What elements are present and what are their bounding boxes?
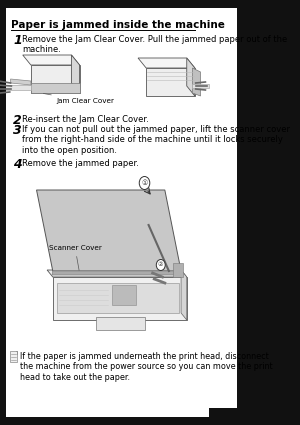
Text: Jam Clear Cover: Jam Clear Cover [43,94,115,104]
FancyBboxPatch shape [209,408,244,425]
Polygon shape [192,84,209,88]
Text: ①: ① [141,180,148,186]
Polygon shape [173,263,184,277]
Polygon shape [96,317,145,330]
FancyBboxPatch shape [0,0,244,8]
Text: Scanner Cover: Scanner Cover [49,245,102,270]
FancyBboxPatch shape [0,417,244,425]
Text: If the paper is jammed underneath the print head, disconnect
the machine from th: If the paper is jammed underneath the pr… [20,352,273,382]
Polygon shape [47,270,187,277]
Polygon shape [23,55,80,65]
Polygon shape [181,270,187,320]
Text: ②: ② [158,263,164,267]
Text: 2: 2 [13,114,22,127]
Polygon shape [187,58,195,96]
Polygon shape [52,271,181,275]
Polygon shape [138,58,195,68]
Polygon shape [53,277,187,320]
Polygon shape [11,79,31,85]
Polygon shape [0,85,31,90]
Polygon shape [192,68,200,96]
Text: Paper is jammed inside the machine: Paper is jammed inside the machine [11,20,225,30]
Polygon shape [71,55,80,93]
Text: Re-insert the Jam Clear Cover.: Re-insert the Jam Clear Cover. [22,115,149,124]
Circle shape [156,260,165,270]
FancyBboxPatch shape [10,351,17,362]
FancyBboxPatch shape [7,8,237,417]
Polygon shape [31,83,80,93]
FancyBboxPatch shape [237,0,244,425]
Polygon shape [37,190,181,271]
Text: 4: 4 [13,158,22,171]
Polygon shape [31,65,80,93]
Polygon shape [112,285,136,305]
Circle shape [139,176,150,190]
Text: Remove the Jam Clear Cover. Pull the jammed paper out of the
machine.: Remove the Jam Clear Cover. Pull the jam… [22,35,287,54]
Text: 1: 1 [13,34,22,47]
Text: If you can not pull out the jammed paper, lift the scanner cover
from the right-: If you can not pull out the jammed paper… [22,125,290,155]
Polygon shape [57,283,178,313]
Text: Remove the jammed paper.: Remove the jammed paper. [22,159,139,168]
FancyBboxPatch shape [0,0,7,425]
Polygon shape [146,68,195,96]
Text: 3: 3 [13,124,22,137]
